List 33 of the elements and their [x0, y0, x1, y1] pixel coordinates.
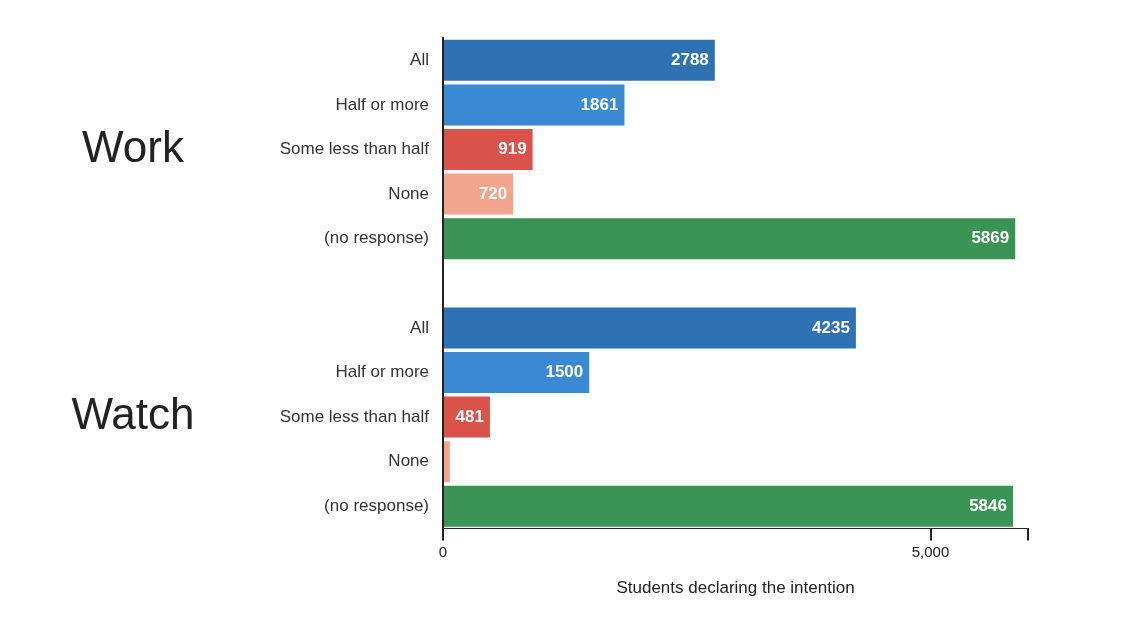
y-tick-label: (no response)	[324, 495, 429, 515]
y-tick-label: Half or more	[335, 362, 429, 382]
bar	[444, 441, 450, 483]
data-label: 481	[455, 406, 484, 426]
bar	[444, 173, 514, 215]
y-tick-label: All	[410, 317, 429, 337]
bar	[444, 218, 1016, 260]
bar	[444, 485, 1013, 527]
data-label: 1500	[545, 362, 584, 382]
data-label: 720	[478, 183, 508, 203]
bar	[444, 84, 625, 126]
x-tick-label: 0	[438, 542, 448, 560]
bar	[444, 307, 856, 349]
data-label: 5846	[969, 495, 1007, 515]
y-tick-label: Some less than half	[279, 139, 430, 159]
bar	[444, 39, 715, 81]
x-tick-label: 5,000	[911, 542, 950, 560]
y-tick-label: Some less than half	[279, 406, 430, 426]
y-tick-label: (no response)	[324, 228, 429, 248]
data-label: 5869	[971, 228, 1010, 248]
x-axis-title: Students declaring the intention	[616, 578, 855, 598]
text: Watch	[71, 389, 195, 439]
data-label: 919	[498, 139, 527, 159]
data-label: 2788	[671, 49, 709, 69]
y-tick-label: All	[410, 49, 429, 69]
y-tick-label: None	[388, 183, 429, 203]
data-label: 4235	[812, 317, 850, 337]
bar	[444, 351, 590, 394]
data-label: 1861	[580, 94, 619, 114]
y-tick-label: None	[388, 451, 429, 471]
bar	[444, 128, 533, 171]
text: Work	[82, 121, 185, 171]
y-tick-label: Half or more	[335, 94, 429, 114]
